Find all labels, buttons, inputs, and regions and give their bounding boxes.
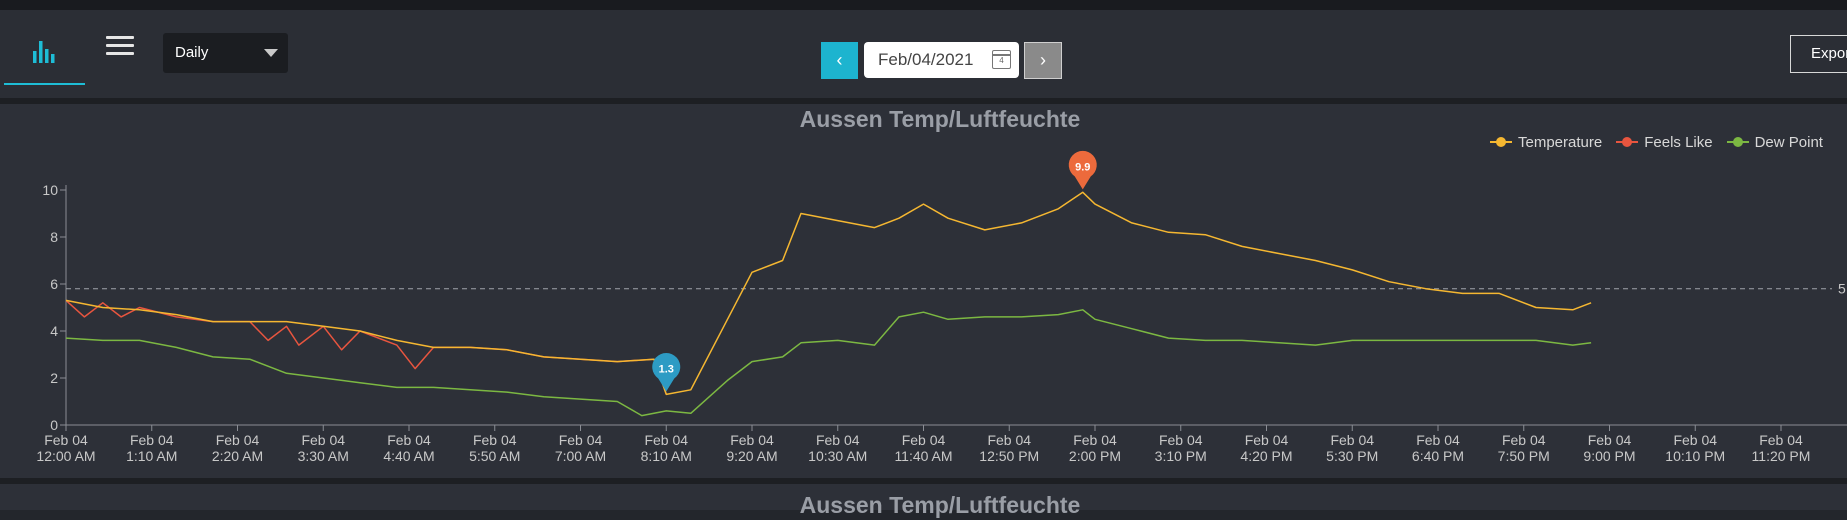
x-tick-label-date: Feb 04 <box>902 432 946 448</box>
y-tick-label: 2 <box>50 370 58 386</box>
x-tick-label-date: Feb 04 <box>1159 432 1203 448</box>
date-input-value: Feb/04/2021 <box>878 50 974 69</box>
x-tick-label-time: 2:20 AM <box>212 448 263 464</box>
y-tick-label: 4 <box>50 323 58 339</box>
value-marker-label: 9.9 <box>1075 161 1090 173</box>
x-tick-label-time: 7:00 AM <box>555 448 606 464</box>
period-select-value: Daily <box>175 44 209 61</box>
prev-day-button[interactable]: ‹ <box>821 42 858 79</box>
date-input[interactable]: Feb/04/2021 4 <box>864 42 1019 78</box>
x-tick-label-time: 11:40 AM <box>894 448 952 464</box>
x-tick-label-date: Feb 04 <box>1759 432 1803 448</box>
legend-item-feels-like[interactable]: Feels Like <box>1616 132 1713 152</box>
x-tick-label-date: Feb 04 <box>216 432 260 448</box>
y-tick-label: 8 <box>50 229 58 245</box>
chart-title: Aussen Temp/Luftfeuchte <box>799 106 1081 132</box>
x-tick-label-date: Feb 04 <box>559 432 603 448</box>
x-tick-label-time: 7:50 PM <box>1498 448 1550 464</box>
x-tick-label-time: 3:30 AM <box>298 448 349 464</box>
x-tick-label-time: 5:50 AM <box>469 448 520 464</box>
value-marker-pin <box>1068 150 1097 190</box>
y-tick-label: 6 <box>50 276 58 292</box>
second-chart-title: Aussen Temp/Luftfeuchte <box>799 492 1081 518</box>
value-marker-label: 1.3 <box>659 363 674 375</box>
calendar-icon-day: 4 <box>999 56 1004 65</box>
hamburger-menu-icon[interactable] <box>106 36 134 58</box>
next-day-button[interactable]: › <box>1024 42 1062 79</box>
x-tick-label-time: 3:10 PM <box>1155 448 1207 464</box>
x-tick-label-time: 11:20 PM <box>1752 448 1811 464</box>
series-line-feels-like <box>65 299 668 395</box>
y-tick-label: 10 <box>42 182 58 198</box>
x-tick-label-date: Feb 04 <box>1073 432 1117 448</box>
chart-legend: Temperature Feels Like Dew Point <box>1490 132 1823 152</box>
x-tick-label-date: Feb 04 <box>473 432 517 448</box>
calendar-icon[interactable]: 4 <box>992 50 1011 69</box>
x-tick-label-time: 6:40 PM <box>1412 448 1464 464</box>
x-tick-label-date: Feb 04 <box>301 432 345 448</box>
panel-separator <box>0 478 1847 484</box>
chart-panel <box>0 104 1847 478</box>
caret-down-icon <box>264 49 278 57</box>
export-button[interactable]: Export <box>1790 35 1847 73</box>
legend-item-temperature[interactable]: Temperature <box>1490 132 1602 152</box>
x-tick-label-date: Feb 04 <box>1673 432 1717 448</box>
x-tick-label-date: Feb 04 <box>130 432 174 448</box>
x-tick-label-time: 4:20 PM <box>1240 448 1292 464</box>
second-chart-panel <box>0 484 1847 510</box>
legend-symbol <box>1490 137 1512 147</box>
x-tick-label-date: Feb 04 <box>730 432 774 448</box>
x-tick-label-date: Feb 04 <box>1330 432 1374 448</box>
x-tick-label-time: 5:30 PM <box>1326 448 1378 464</box>
x-tick-label-time: 12:00 AM <box>36 448 95 464</box>
x-tick-label-date: Feb 04 <box>1416 432 1460 448</box>
x-tick-label-time: 9:20 AM <box>726 448 777 464</box>
series-line-dew-point <box>65 309 1592 417</box>
panel-separator <box>0 98 1847 104</box>
x-tick-label-date: Feb 04 <box>644 432 688 448</box>
x-tick-label-date: Feb 04 <box>387 432 431 448</box>
x-tick-label-date: Feb 04 <box>816 432 860 448</box>
chart-view-tab[interactable] <box>4 18 85 85</box>
x-tick-label-date: Feb 04 <box>1502 432 1546 448</box>
x-tick-label-date: Feb 04 <box>987 432 1031 448</box>
x-tick-label-time: 10:30 AM <box>808 448 867 464</box>
x-tick-label-time: 12:50 PM <box>979 448 1039 464</box>
legend-item-dew-point[interactable]: Dew Point <box>1726 132 1823 152</box>
average-line-label: 5 <box>1838 281 1846 297</box>
legend-label: Dew Point <box>1754 133 1823 151</box>
x-tick-label-time: 1:10 AM <box>126 448 177 464</box>
x-tick-label-date: Feb 04 <box>1588 432 1632 448</box>
x-tick-label-time: 8:10 AM <box>641 448 692 464</box>
x-tick-label-time: 9:00 PM <box>1583 448 1635 464</box>
y-tick-label: 0 <box>50 417 58 433</box>
value-marker-pin <box>652 352 681 392</box>
top-strip <box>0 0 1847 10</box>
x-tick-label-time: 4:40 AM <box>383 448 434 464</box>
x-tick-label-date: Feb 04 <box>1245 432 1289 448</box>
active-tab-indicator <box>4 83 85 85</box>
legend-symbol <box>1616 137 1639 147</box>
period-select[interactable]: Daily <box>163 33 288 73</box>
legend-label: Feels Like <box>1644 133 1713 151</box>
legend-label: Temperature <box>1518 133 1603 151</box>
x-tick-label-time: 10:10 PM <box>1665 448 1725 464</box>
legend-symbol <box>1726 137 1749 147</box>
x-tick-label-time: 2:00 PM <box>1069 448 1121 464</box>
series-line-temperature <box>65 191 1592 396</box>
bar-chart-icon <box>32 40 54 63</box>
x-tick-label-date: Feb 04 <box>44 432 88 448</box>
